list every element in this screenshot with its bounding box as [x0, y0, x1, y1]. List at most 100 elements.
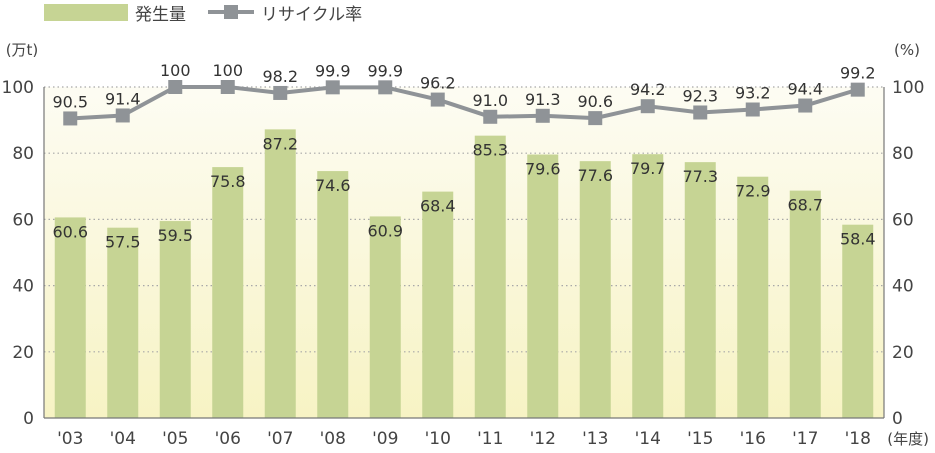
- axes: 0 20 40 60 80 100 0 20 40 60 80 100 (万t) (%) (年度) '03 '0…: [2, 41, 929, 449]
- bar-value-label: 59.5: [157, 226, 193, 245]
- line-value-label: 99.9: [315, 61, 351, 80]
- legend-line-marker: [224, 5, 238, 19]
- line-marker: [588, 111, 603, 126]
- bar-series: [54, 129, 874, 419]
- line-value-label: 100: [212, 61, 243, 80]
- line-marker: [168, 80, 183, 94]
- bar: [264, 129, 296, 419]
- bar: [527, 154, 559, 419]
- bar-value-label: 68.4: [420, 197, 456, 216]
- line-marker: [63, 111, 78, 126]
- x-tick-label: '13: [582, 429, 608, 449]
- bar-value-label: 57.5: [105, 233, 141, 252]
- bar-value-label: 77.6: [577, 166, 613, 185]
- y2-tick-label: 0: [892, 409, 903, 429]
- bar-value-label: 79.6: [525, 160, 561, 179]
- bar-value-label: 60.6: [52, 222, 88, 241]
- bar-value-label: 68.7: [787, 196, 823, 215]
- x-tick-label: '08: [320, 429, 346, 449]
- legend-bar-swatch: [44, 4, 128, 21]
- line-marker: [693, 105, 708, 120]
- x-tick-label: '17: [792, 429, 818, 449]
- bar-value-label: 60.9: [367, 221, 403, 240]
- line-value-label: 99.9: [367, 61, 403, 80]
- line-value-label: 94.2: [630, 80, 666, 99]
- bar: [212, 167, 244, 418]
- line-value-label: 91.3: [525, 90, 561, 109]
- bar: [54, 217, 86, 418]
- line-value-label: 91.4: [105, 89, 141, 108]
- y2-tick-label: 100: [892, 78, 924, 98]
- x-tick-label: '16: [740, 429, 766, 449]
- line-marker: [325, 80, 340, 95]
- line-value-label: 93.2: [735, 84, 771, 103]
- line-series: [63, 80, 865, 126]
- line-marker: [483, 109, 498, 124]
- line-value-label: 91.0: [472, 91, 508, 110]
- x-tick-label: '07: [267, 429, 293, 449]
- legend-line-label: リサイクル率: [261, 5, 362, 25]
- bar: [369, 216, 401, 418]
- line-marker: [535, 108, 550, 123]
- bar-value-label: 85.3: [472, 141, 508, 160]
- line-value-label: 96.2: [420, 74, 456, 93]
- line-marker: [378, 80, 393, 95]
- x-tick-label: '15: [687, 429, 713, 449]
- line-marker: [798, 98, 813, 113]
- y-tick-label: 60: [12, 210, 34, 230]
- x-tick-label: '11: [477, 429, 503, 449]
- x-tick-label: '04: [110, 429, 136, 449]
- y-unit-label: (万t): [6, 41, 39, 59]
- x-tick-label: '06: [215, 429, 241, 449]
- line-marker: [640, 99, 655, 114]
- line-value-label: 92.3: [682, 86, 718, 105]
- line-value-label: 94.4: [787, 80, 823, 99]
- line-marker: [220, 80, 235, 94]
- line-value-label: 98.2: [262, 67, 298, 86]
- y2-tick-label: 60: [892, 210, 914, 230]
- bar: [632, 154, 664, 418]
- x-tick-label: '14: [635, 429, 661, 449]
- y-tick-label: 80: [12, 144, 34, 164]
- y2-tick-label: 20: [892, 343, 914, 363]
- bar-value-label: 77.3: [682, 167, 718, 186]
- bar-value-label: 58.4: [840, 230, 876, 249]
- y2-unit-label: (%): [894, 41, 920, 59]
- line-marker: [273, 85, 288, 100]
- line-value-label: 99.2: [840, 64, 876, 83]
- line-marker: [430, 92, 445, 107]
- bar-value-label: 72.9: [735, 182, 771, 201]
- x-tick-label: '12: [530, 429, 556, 449]
- x-tick-label: '18: [845, 429, 871, 449]
- bar: [422, 191, 454, 418]
- legend: 発生量 リサイクル率: [44, 4, 362, 25]
- y-tick-label: 0: [23, 409, 34, 429]
- line-value-label: 100: [160, 61, 191, 80]
- legend-bar-label: 発生量: [135, 5, 186, 25]
- x-tick-label: '10: [425, 429, 451, 449]
- bar: [159, 221, 191, 418]
- bar: [737, 176, 769, 418]
- bar: [579, 161, 611, 419]
- bar-value-label: 79.7: [630, 159, 666, 178]
- bar: [789, 190, 821, 418]
- y-tick-label: 20: [12, 343, 34, 363]
- y2-tick-label: 80: [892, 144, 914, 164]
- line-marker: [850, 82, 865, 97]
- line-marker: [745, 102, 760, 117]
- bar-value-label: 74.6: [315, 176, 351, 195]
- x-tick-label: '05: [162, 429, 188, 449]
- x-unit-label: (年度): [887, 430, 929, 448]
- bar-value-label: 75.8: [210, 172, 246, 191]
- y2-tick-label: 40: [892, 277, 914, 297]
- data-labels: 60.6 57.5 59.5 75.8 87.2 74.6 60.9 68.4 85.3 79.6…: [52, 61, 875, 252]
- x-tick-label: '09: [372, 429, 398, 449]
- x-tick-label: '03: [57, 429, 83, 449]
- bar: [842, 224, 874, 418]
- line-path: [70, 85, 859, 121]
- bar: [684, 162, 716, 418]
- bar: [474, 135, 506, 419]
- y-tick-label: 40: [12, 277, 34, 297]
- line-value-label: 90.5: [52, 92, 88, 111]
